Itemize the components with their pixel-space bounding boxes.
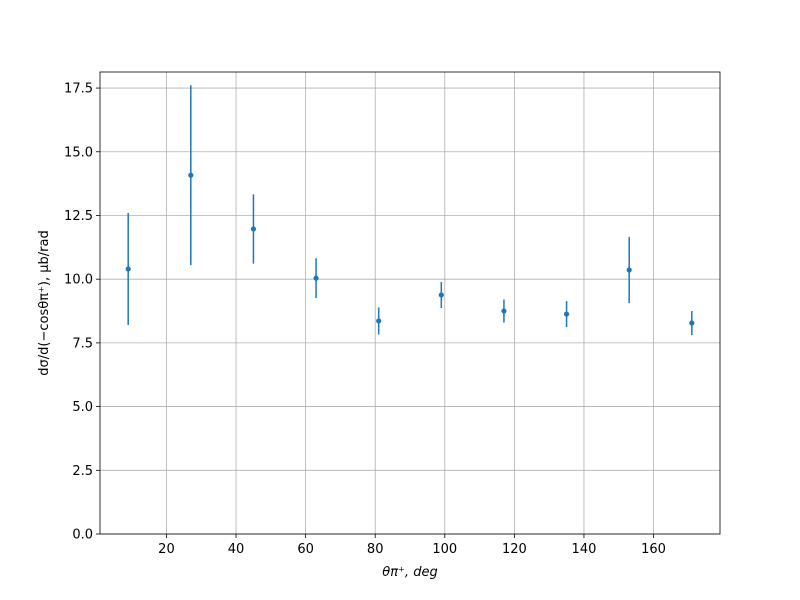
x-tick-label: 120 bbox=[502, 542, 527, 557]
y-tick-label: 15.0 bbox=[64, 145, 93, 160]
y-tick-label: 7.5 bbox=[72, 336, 93, 351]
y-tick-label: 10.0 bbox=[64, 273, 93, 288]
y-tick-label: 2.5 bbox=[72, 464, 93, 479]
plot-frame bbox=[99, 71, 721, 535]
x-tick-label: 140 bbox=[572, 542, 597, 557]
data-point bbox=[689, 320, 695, 326]
y-axis-label: dσ/d(−cosθπ⁺), μb/rad bbox=[37, 230, 52, 375]
data-point bbox=[563, 311, 570, 317]
data-point bbox=[250, 226, 257, 232]
data-point bbox=[188, 172, 194, 178]
y-tick-label: 17.5 bbox=[64, 82, 93, 97]
data-point bbox=[501, 308, 507, 314]
data-point bbox=[125, 266, 131, 272]
x-tick-label: 100 bbox=[432, 542, 457, 557]
data-point bbox=[376, 318, 382, 324]
y-tick-label: 5.0 bbox=[72, 400, 93, 415]
y-tick-label: 0.0 bbox=[72, 528, 93, 543]
y-tick-label: 12.5 bbox=[64, 209, 93, 224]
x-tick-label: 60 bbox=[297, 542, 314, 557]
x-tick-label: 80 bbox=[367, 542, 384, 557]
data-point bbox=[438, 292, 444, 298]
x-tick-label: 160 bbox=[641, 542, 666, 557]
data-point bbox=[313, 275, 319, 281]
x-axis-label: θπ⁺, deg bbox=[382, 565, 437, 580]
x-tick-label: 20 bbox=[158, 542, 175, 557]
data-point bbox=[626, 267, 632, 273]
x-tick-label: 40 bbox=[228, 542, 245, 557]
